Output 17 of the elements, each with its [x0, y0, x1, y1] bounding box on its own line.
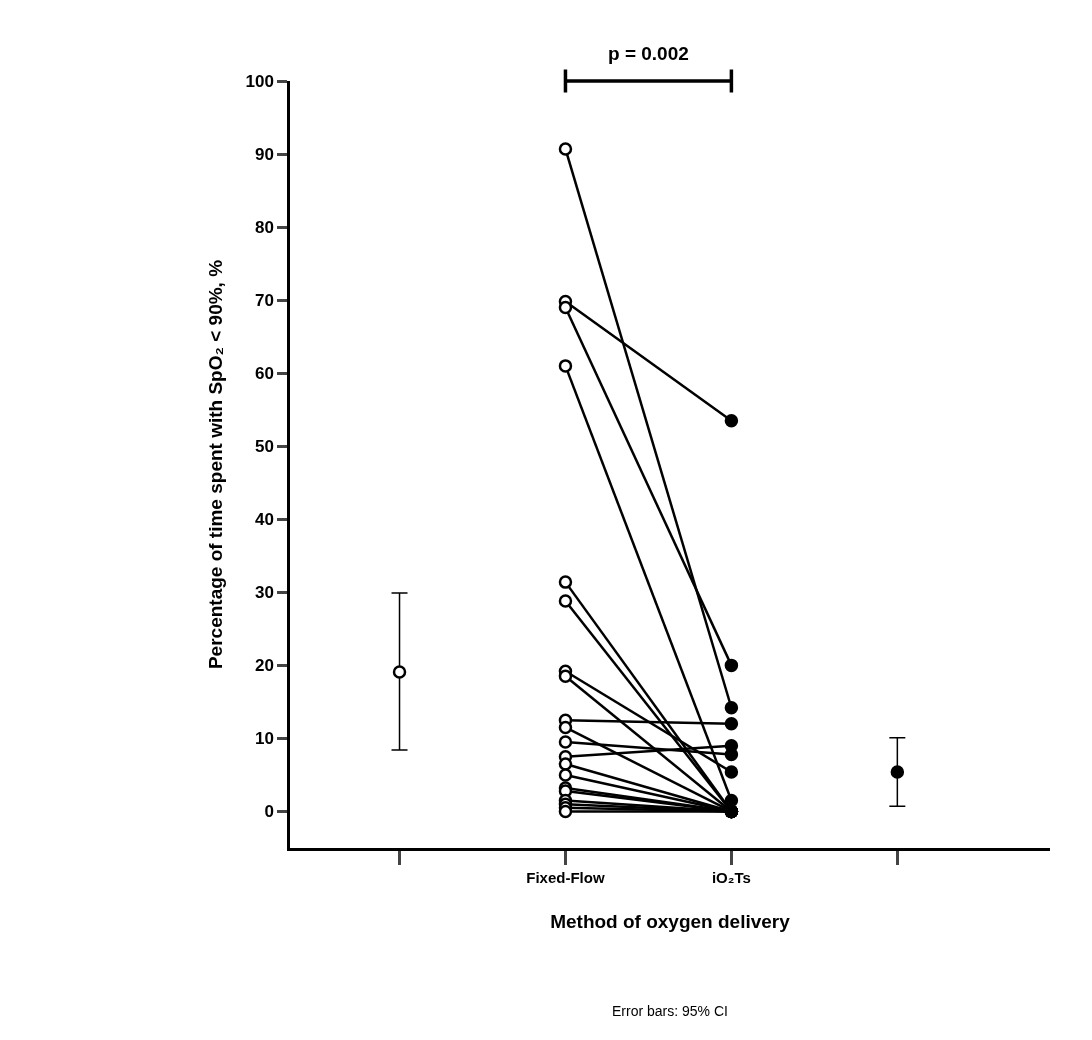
x-tick-label: Fixed-Flow	[526, 868, 605, 886]
x-axis-title: Method of oxygen delivery	[550, 910, 791, 932]
x-tick-label: iO₂Ts	[711, 868, 751, 886]
y-tick-label: 80	[254, 218, 274, 238]
y-tick-label: 100	[245, 71, 274, 91]
y-tick-label: 50	[254, 437, 274, 457]
y-tick-label: 70	[254, 291, 274, 311]
text: p = 0.002	[608, 43, 689, 64]
y-tick-label: 30	[254, 583, 274, 603]
y-axis-title: Percentage of time spent with SpO₂ < 90%, %	[205, 259, 227, 670]
y-tick-label: 20	[254, 656, 274, 676]
y-tick-label: 60	[254, 364, 274, 384]
y-tick-label: 40	[254, 510, 274, 530]
y-tick-label: 90	[254, 145, 274, 164]
y-tick-label: 0	[264, 802, 274, 822]
y-tick-label: 10	[254, 729, 274, 749]
text: Error bars: 95% CI	[612, 1003, 728, 1019]
